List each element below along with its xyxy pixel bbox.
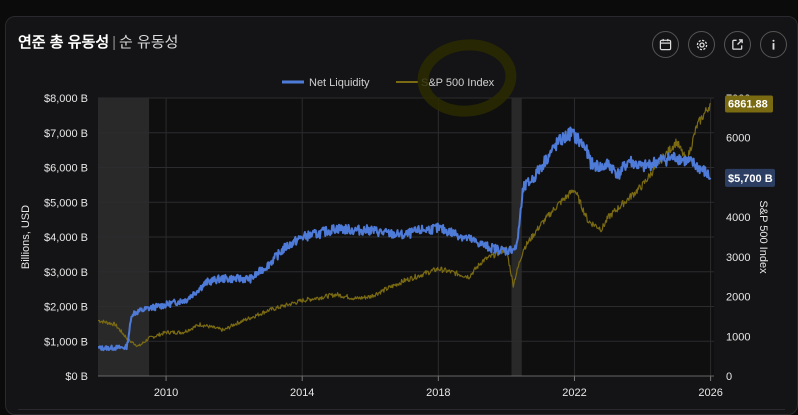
annotation-circle (417, 39, 517, 117)
share-icon[interactable] (724, 31, 751, 58)
legend-label-sp500[interactable]: S&P 500 Index (421, 77, 495, 89)
legend-label-liquidity[interactable]: Net Liquidity (309, 77, 370, 89)
y-right-axis-title: S&P 500 Index (757, 200, 769, 274)
x-tick-label: 2010 (154, 387, 178, 399)
y-left-tick-label: $0 B (65, 371, 88, 383)
card-bottom-divider (18, 409, 785, 410)
info-icon[interactable] (760, 31, 787, 58)
sp500-line (98, 102, 711, 348)
y-left-tick-label: $3,000 B (44, 267, 88, 279)
y-left-axis-title: Billions, USD (20, 205, 32, 269)
card-title: 연준 총 유동성 (18, 34, 110, 51)
y-left-tick-label: $2,000 B (44, 302, 88, 314)
y-right-tick-label: 1000 (726, 331, 750, 343)
card-header: 연준 총 유동성 | 순 유동성 (18, 31, 178, 52)
card-toolbar (652, 31, 787, 58)
y-right-tick-label: 0 (726, 371, 732, 383)
y-right-tick-label: 2000 (726, 292, 750, 304)
y-left-tick-label: $1,000 B (44, 336, 88, 348)
y-left-tick-label: $6,000 B (44, 163, 88, 175)
y-left-tick-label: $8,000 B (44, 93, 88, 105)
y-right-tick-label: 4000 (726, 212, 750, 224)
net-liquidity-line (98, 126, 712, 352)
y-left-tick-label: $4,000 B (44, 232, 88, 244)
x-tick-label: 2026 (698, 387, 722, 399)
calendar-icon[interactable] (652, 31, 679, 58)
y-left-tick-label: $5,000 B (44, 197, 88, 209)
x-tick-label: 2018 (426, 387, 450, 399)
y-left-tick-label: $7,000 B (44, 128, 88, 140)
x-tick-label: 2014 (290, 387, 314, 399)
y-right-tick-label: 3000 (726, 252, 750, 264)
x-tick-label: 2022 (562, 387, 586, 399)
liquidity-value-badge (725, 168, 775, 187)
sp500-value-badge (725, 95, 773, 113)
sp500-value-label: 6861.88 (728, 98, 768, 110)
y-right-tick-label: 6000 (726, 133, 750, 145)
card-subtitle: 순 유동성 (119, 34, 179, 51)
gear-icon[interactable] (688, 31, 715, 58)
title-separator: | (112, 34, 117, 51)
liquidity-value-label: $5,700 B (728, 173, 773, 185)
